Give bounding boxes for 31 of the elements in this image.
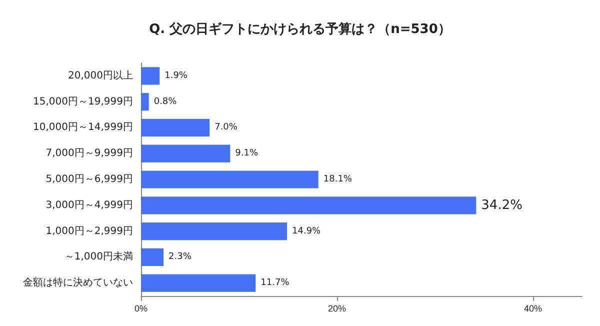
x-tick-label: 40% — [524, 304, 542, 314]
y-tick-label: ～1,000円未満 — [64, 250, 133, 263]
x-tick-label: 20% — [328, 304, 346, 314]
bar — [141, 144, 230, 162]
data-label: 1.9% — [164, 70, 188, 81]
y-tick-label: 5,000円～6,999円 — [46, 174, 133, 185]
bar — [141, 67, 160, 85]
bar — [141, 222, 288, 240]
data-label: 2.3% — [168, 252, 192, 262]
bar — [141, 118, 210, 137]
data-label: 18.1% — [323, 174, 352, 184]
data-label: 7.0% — [214, 122, 238, 133]
data-label: 9.1% — [235, 148, 258, 159]
y-tick-label: 3,000円～4,999円 — [46, 200, 133, 211]
bar — [141, 274, 256, 292]
data-label: 11.7% — [260, 278, 290, 288]
bar — [141, 93, 149, 111]
bar — [141, 170, 318, 188]
x-tick-label: 0% — [134, 304, 148, 314]
y-tick-label: 10,000円～14,999円 — [33, 122, 133, 134]
data-label: 0.8% — [154, 96, 178, 107]
y-tick-label: 15,000円～19,999円 — [33, 96, 133, 108]
y-tick-label: 7,000円～9,999円 — [46, 148, 133, 160]
y-tick-label: 金額は特に決めていない — [23, 276, 133, 289]
bar — [141, 248, 164, 266]
y-tick-label: 20,000円以上 — [68, 69, 133, 82]
data-label: 34.2% — [481, 198, 522, 213]
y-tick-label: 1,000円～2,999円 — [46, 226, 133, 237]
data-label: 14.9% — [292, 226, 322, 236]
chart-title: Q. 父の日ギフトにかけられる予算は？（n=530） — [149, 22, 451, 37]
bar — [141, 196, 476, 214]
